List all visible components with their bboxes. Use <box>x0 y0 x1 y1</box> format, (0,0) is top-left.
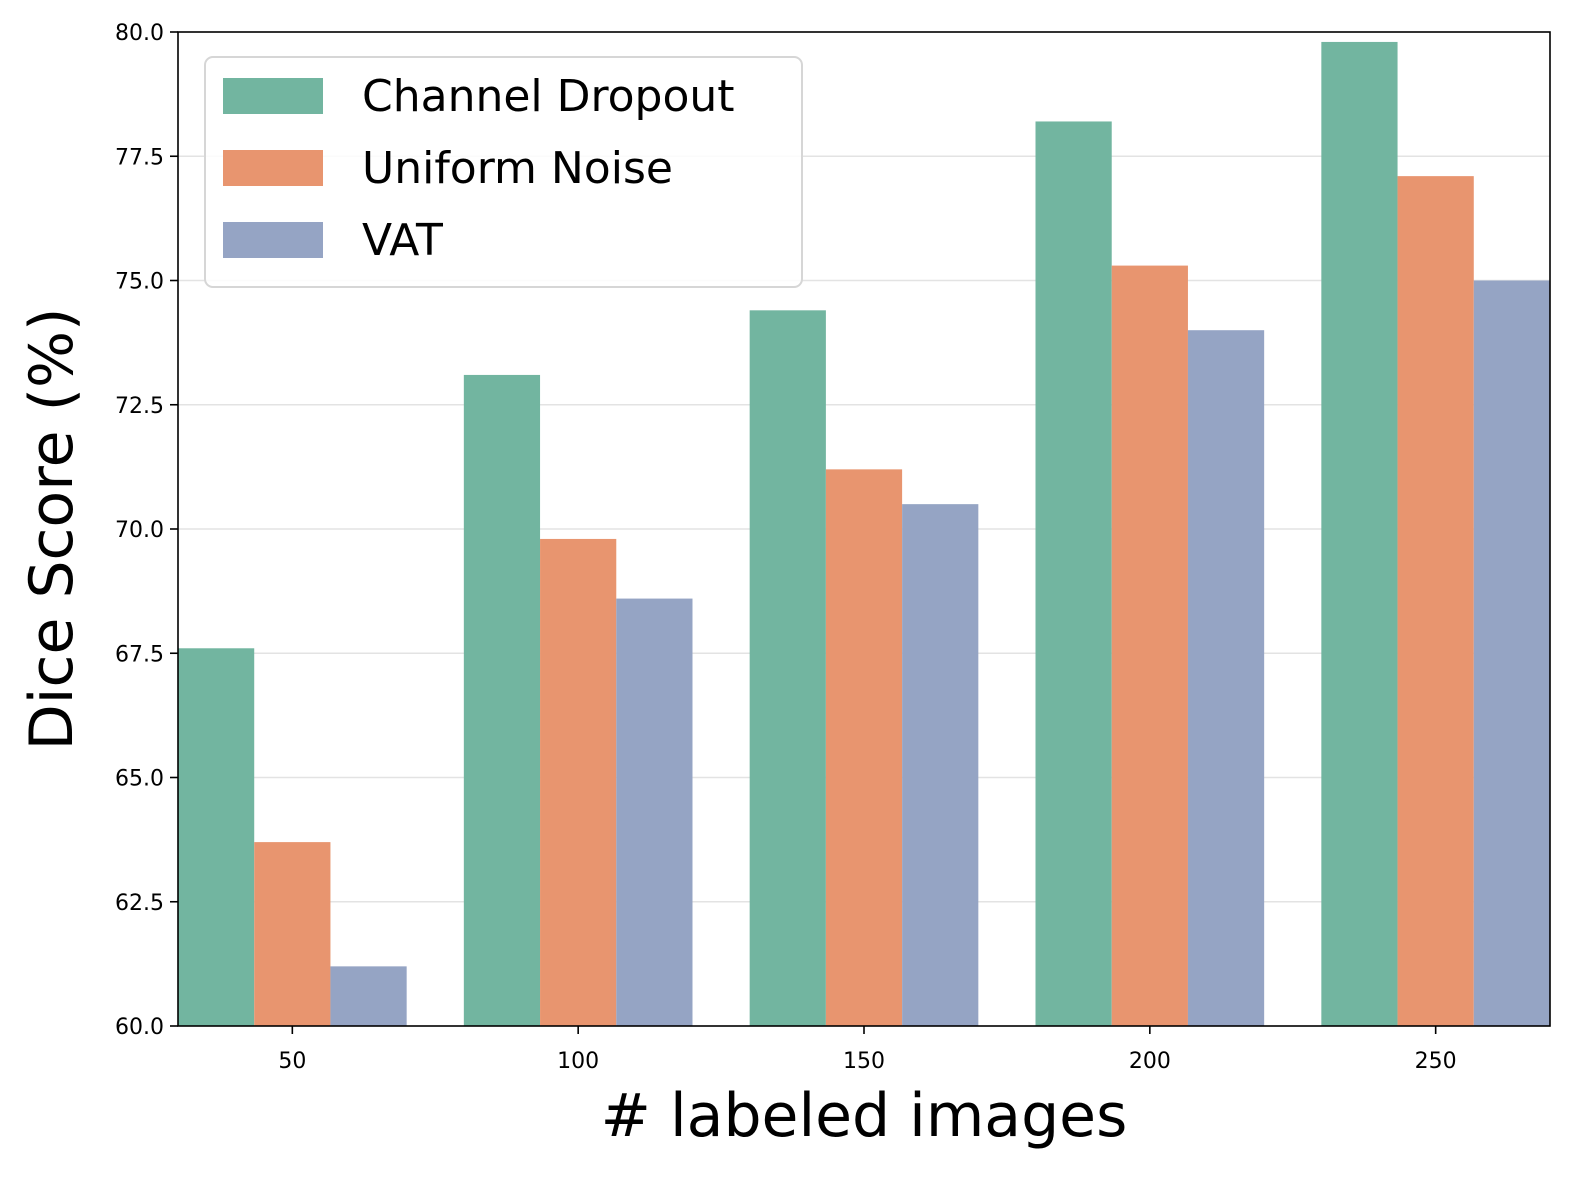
x-tick-label: 250 <box>1415 1049 1457 1074</box>
x-tick-label: 200 <box>1129 1049 1171 1074</box>
y-tick-label: 77.5 <box>115 145 164 170</box>
bar <box>616 598 693 1026</box>
y-tick-label: 65.0 <box>115 767 164 792</box>
bar <box>254 842 331 1026</box>
bar <box>1035 121 1112 1026</box>
bar <box>178 648 255 1026</box>
bar <box>749 310 826 1026</box>
legend: Channel Dropout Uniform Noise VAT <box>204 56 803 288</box>
y-tick-label: 67.5 <box>115 642 164 667</box>
legend-swatch <box>223 150 323 186</box>
legend-swatch <box>223 78 323 114</box>
y-axis-title: Dice Score (%) <box>17 308 87 751</box>
y-tick-label: 62.5 <box>115 891 164 916</box>
bar <box>1187 330 1265 1026</box>
legend-swatch <box>223 222 323 258</box>
bar <box>330 966 407 1026</box>
bar <box>1473 280 1550 1026</box>
y-tick-label: 80.0 <box>115 21 164 46</box>
ticks: 60.0 62.5 65.0 67.5 70.0 72.5 75.0 77.5 80.0 50 10… <box>115 21 1457 1074</box>
legend-label: Channel Dropout <box>362 71 735 122</box>
y-tick-label: 60.0 <box>115 1015 164 1040</box>
x-tick-label: 50 <box>278 1049 306 1074</box>
x-tick-label: 150 <box>843 1049 885 1074</box>
bar <box>1397 176 1474 1026</box>
bar <box>540 538 617 1026</box>
bar <box>902 504 979 1026</box>
bar <box>1321 41 1398 1026</box>
x-tick-label: 100 <box>557 1049 599 1074</box>
bars <box>178 41 1550 1027</box>
y-tick-label: 75.0 <box>115 270 164 295</box>
y-tick-label: 70.0 <box>115 518 164 543</box>
legend-label: Uniform Noise <box>362 143 673 194</box>
y-tick-label: 72.5 <box>115 394 164 419</box>
bar <box>463 374 541 1026</box>
legend-label: VAT <box>362 215 443 266</box>
bar <box>825 469 903 1026</box>
legend-box <box>204 56 803 288</box>
x-axis-title: # labeled images <box>601 1081 1128 1151</box>
bar <box>1111 265 1188 1027</box>
